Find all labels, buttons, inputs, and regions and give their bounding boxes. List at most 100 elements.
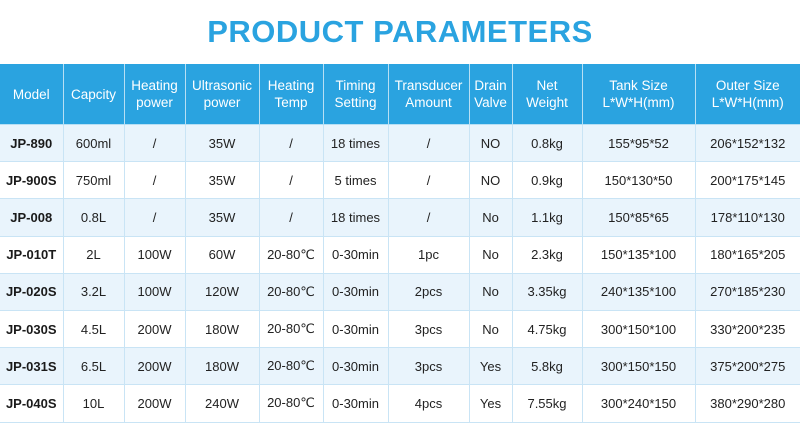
model-cell: JP-010T xyxy=(0,236,64,274)
table-cell: 4.5L xyxy=(63,310,125,349)
model-cell: JP-890 xyxy=(0,124,64,163)
column-header: Heating Temp xyxy=(259,64,324,125)
column-header-line: Weight xyxy=(526,95,568,110)
table-cell: 20-80℃ xyxy=(259,273,324,311)
table-header-row: Model Capcity Heating power Ultrasonic power H… xyxy=(0,64,800,125)
table-cell: 2.3kg xyxy=(512,236,583,274)
table-cell: 150*135*100 xyxy=(582,236,696,274)
column-header: Capcity xyxy=(63,64,125,125)
column-header-line: Setting xyxy=(334,95,377,110)
table-cell: No xyxy=(469,273,513,311)
table-cell: NO xyxy=(469,124,513,163)
column-header-line: Heating xyxy=(131,78,178,93)
column-header-line: Temp xyxy=(274,95,308,110)
table-cell: / xyxy=(124,124,186,163)
column-header-line: Tank Size xyxy=(609,78,668,93)
table-cell: 0.8kg xyxy=(512,124,583,163)
table-cell: 200*175*145 xyxy=(695,161,800,200)
table-cell: 2L xyxy=(63,236,125,274)
table-cell: 20-80℃ xyxy=(259,236,324,274)
table-cell: 200W xyxy=(124,384,186,423)
table-cell: 380*290*280 xyxy=(695,384,800,423)
table-cell: 3pcs xyxy=(388,347,470,386)
column-header-line: power xyxy=(203,95,241,110)
table-cell: No xyxy=(469,310,513,349)
table-cell: 0-30min xyxy=(323,384,389,423)
column-header: Tank Size L*W*H(mm) xyxy=(582,64,696,125)
table-row: JP-030S 4.5L 200W 180W 20-80℃ 0-30min 3pcs No 4.… xyxy=(0,310,800,349)
table-cell: 0.8L xyxy=(63,198,125,237)
model-cell: JP-030S xyxy=(0,310,64,349)
table-cell: 5.8kg xyxy=(512,347,583,386)
model-cell: JP-040S xyxy=(0,384,64,423)
table-cell: 7.55kg xyxy=(512,384,583,423)
page-title: PRODUCT PARAMETERS xyxy=(207,14,593,49)
table-cell: / xyxy=(388,198,470,237)
table-cell: 200W xyxy=(124,347,186,386)
table-cell: 4pcs xyxy=(388,384,470,423)
table-cell: 6.5L xyxy=(63,347,125,386)
table-cell: No xyxy=(469,198,513,237)
table-cell: 2pcs xyxy=(388,273,470,311)
table-cell: 178*110*130 xyxy=(695,198,800,237)
table-cell: 35W xyxy=(185,198,260,237)
table-cell: 180W xyxy=(185,347,260,386)
table-cell: / xyxy=(124,161,186,200)
model-cell: JP-020S xyxy=(0,273,64,311)
table-cell: 20-80℃ xyxy=(259,310,324,349)
column-header-line: Valve xyxy=(474,95,507,110)
table-cell: 300*240*150 xyxy=(582,384,696,423)
table-cell: 300*150*150 xyxy=(582,347,696,386)
table-cell: Yes xyxy=(469,384,513,423)
column-header-line: Drain xyxy=(474,78,507,93)
table-cell: 0-30min xyxy=(323,273,389,311)
table-cell: 270*185*230 xyxy=(695,273,800,311)
table-cell: 60W xyxy=(185,236,260,274)
table-cell: / xyxy=(259,161,324,200)
table-row: JP-010T 2L 100W 60W 20-80℃ 0-30min 1pc No 2.3kg 1… xyxy=(0,236,800,274)
column-header-line: Outer Size xyxy=(715,78,780,93)
table-cell: 240W xyxy=(185,384,260,423)
column-header-line: Heating xyxy=(267,78,315,93)
table-row: JP-008 0.8L/35W/18 times / No 1.1kg 150*85*65… xyxy=(0,198,800,237)
table-cell: / xyxy=(259,198,324,237)
table-cell: 3pcs xyxy=(388,310,470,349)
column-header-line: Transducer xyxy=(394,78,463,93)
column-header: Ultrasonic power xyxy=(185,64,260,125)
column-header-line: Ultrasonic xyxy=(191,78,253,93)
column-header: Transducer Amount xyxy=(388,64,470,125)
table-cell: 1pc xyxy=(388,236,470,274)
table-cell: 18 times xyxy=(323,198,389,237)
column-header: Drain Valve xyxy=(469,64,513,125)
table-cell: 0.9kg xyxy=(512,161,583,200)
table-cell: 180W xyxy=(185,310,260,349)
column-header: Timing Setting xyxy=(323,64,389,125)
column-header-line: Capcity xyxy=(70,86,116,102)
column-header-line: L*W*H(mm) xyxy=(602,95,675,110)
column-header-line: Model xyxy=(12,86,50,102)
table-row: JP-020S 3.2L 100W 120W 20-80℃ 0-30min 2pcs No 3.… xyxy=(0,273,800,311)
table-cell: NO xyxy=(469,161,513,200)
column-header-line: Net xyxy=(536,78,558,93)
column-header-line: L*W*H(mm) xyxy=(711,95,784,110)
column-header-line: Timing xyxy=(335,78,376,93)
table-cell: 150*130*50 xyxy=(582,161,696,200)
table-row: JP-890 600ml/35W/18 times / NO 0.8kg 155*95*5… xyxy=(0,124,800,163)
column-header: Heating power xyxy=(124,64,186,125)
table-cell: 3.2L xyxy=(63,273,125,311)
table-cell: 18 times xyxy=(323,124,389,163)
column-header: Net Weight xyxy=(512,64,583,125)
table-cell: 206*152*132 xyxy=(695,124,800,163)
table-cell: 100W xyxy=(124,236,186,274)
column-header-line: Amount xyxy=(405,95,452,110)
table-cell: 300*150*100 xyxy=(582,310,696,349)
model-cell: JP-031S xyxy=(0,347,64,386)
table-row: JP-040S 10L 200W 240W 20-80℃ 0-30min 4pcs Yes 7.… xyxy=(0,384,800,423)
table-cell: 1.1kg xyxy=(512,198,583,237)
table-body: JP-890 600ml/35W/18 times / NO 0.8kg 155*95*5… xyxy=(0,124,800,423)
column-header-line: power xyxy=(136,95,173,110)
table-cell: 120W xyxy=(185,273,260,311)
table-cell: 200W xyxy=(124,310,186,349)
column-header: Outer Size L*W*H(mm) xyxy=(695,64,800,125)
table-cell: 5 times xyxy=(323,161,389,200)
